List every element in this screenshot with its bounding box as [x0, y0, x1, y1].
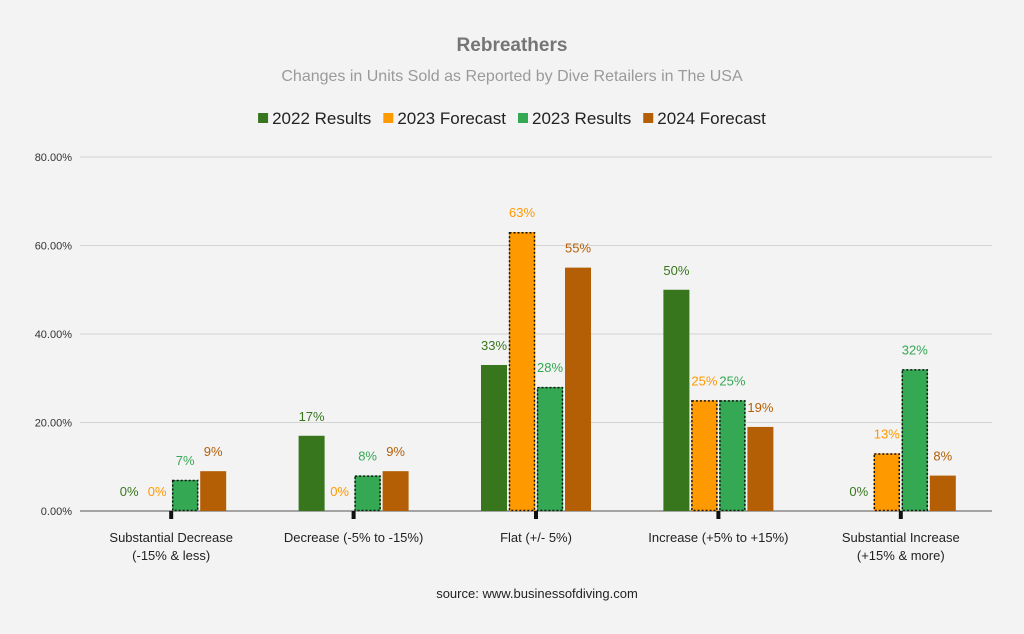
data-label: 32%: [902, 342, 928, 357]
gridlines: [80, 156, 992, 512]
legend-swatch: [643, 113, 654, 123]
x-tick: [534, 511, 538, 519]
data-label: 50%: [663, 263, 689, 278]
source-note: source: www.businessofdiving.com: [436, 586, 638, 601]
y-tick-label: 80.00%: [35, 152, 73, 164]
bar: [873, 453, 900, 511]
legend-swatch: [518, 113, 528, 123]
data-label: 13%: [874, 426, 900, 441]
category-label: (+15% & more): [857, 548, 945, 563]
data-label: 8%: [358, 449, 377, 464]
y-tick-label: 60.00%: [35, 241, 73, 253]
x-tick: [898, 511, 903, 519]
y-tick-label: 40.00%: [35, 329, 73, 341]
legend: 2022 Results 2023 Forecast 2023 Results 202…: [258, 109, 766, 128]
bar: [747, 426, 774, 511]
data-label: 7%: [176, 453, 195, 468]
legend-label: 2022 Results: [272, 109, 371, 128]
data-label: 9%: [204, 444, 223, 459]
y-tick-label: 20.00%: [35, 418, 73, 430]
bar: [200, 471, 227, 511]
legend-label: 2024 Forecast: [657, 109, 766, 128]
x-tick: [351, 511, 356, 519]
legend-item: 2023 Results: [518, 109, 631, 128]
data-label: 0%: [330, 484, 349, 499]
legend-item: 2024 Forecast: [643, 109, 766, 128]
data-label: 25%: [691, 373, 717, 388]
data-label: 25%: [719, 373, 745, 388]
bar: [663, 289, 690, 511]
bar: [719, 400, 746, 511]
data-label: 8%: [933, 449, 952, 464]
bar-outline: [873, 453, 901, 512]
data-label: 19%: [747, 400, 773, 415]
bar: [481, 364, 507, 511]
bar-outline: [354, 475, 381, 512]
bar: [298, 435, 325, 511]
data-label: 0%: [849, 484, 868, 499]
category-label: Flat (+/- 5%): [500, 530, 572, 545]
legend-swatch: [383, 113, 394, 123]
category-label: Decrease (-5% to -15%): [284, 530, 423, 545]
legend-item: 2023 Forecast: [383, 109, 506, 128]
legend-swatch: [258, 113, 269, 123]
bar: [172, 480, 199, 511]
y-tick-label: 0.00%: [41, 506, 72, 518]
bar-outline: [508, 231, 536, 512]
legend-item: 2022 Results: [258, 109, 371, 128]
legend-label: 2023 Results: [532, 109, 631, 128]
bar: [509, 232, 535, 511]
data-label: 33%: [481, 338, 507, 353]
bar: [537, 387, 563, 511]
category-label: Increase (+5% to +15%): [648, 530, 788, 545]
data-label: 28%: [537, 360, 563, 375]
data-label: 0%: [120, 484, 139, 499]
data-label: 63%: [509, 205, 535, 220]
x-tick: [169, 511, 174, 519]
chart-title: Rebreathers: [457, 35, 568, 56]
bars: 0% 0%7%9%17%0%8% 9%33%63%28%55%50%25% 25%19…: [120, 205, 956, 512]
bar-outline: [171, 479, 199, 512]
chart-subtitle: Changes in Units Sold as Reported by Div…: [281, 68, 743, 85]
data-label: 55%: [565, 241, 591, 256]
bar-outline: [719, 400, 746, 512]
data-label: 9%: [386, 444, 405, 459]
x-axis: Substantial Decrease (-15% & less) Decreas…: [109, 511, 960, 563]
bar: [929, 475, 956, 511]
bar-outline: [691, 400, 718, 512]
bar-outline: [536, 386, 564, 512]
y-axis: 0.00% 20.00% 40.00% 60.00% 80.00%: [35, 152, 73, 518]
bar: [901, 369, 928, 511]
bar: [354, 475, 381, 511]
category-label: Substantial Increase: [842, 530, 960, 545]
bar-outline: [901, 369, 929, 512]
category-label: (-15% & less): [132, 548, 210, 563]
data-label: 0%: [148, 484, 167, 499]
legend-label: 2023 Forecast: [397, 109, 506, 128]
data-label: 17%: [299, 409, 325, 424]
category-label: Substantial Decrease: [109, 530, 233, 545]
bar: [382, 471, 409, 511]
bar: [691, 400, 718, 511]
x-tick: [716, 511, 721, 519]
bar: [565, 267, 591, 511]
